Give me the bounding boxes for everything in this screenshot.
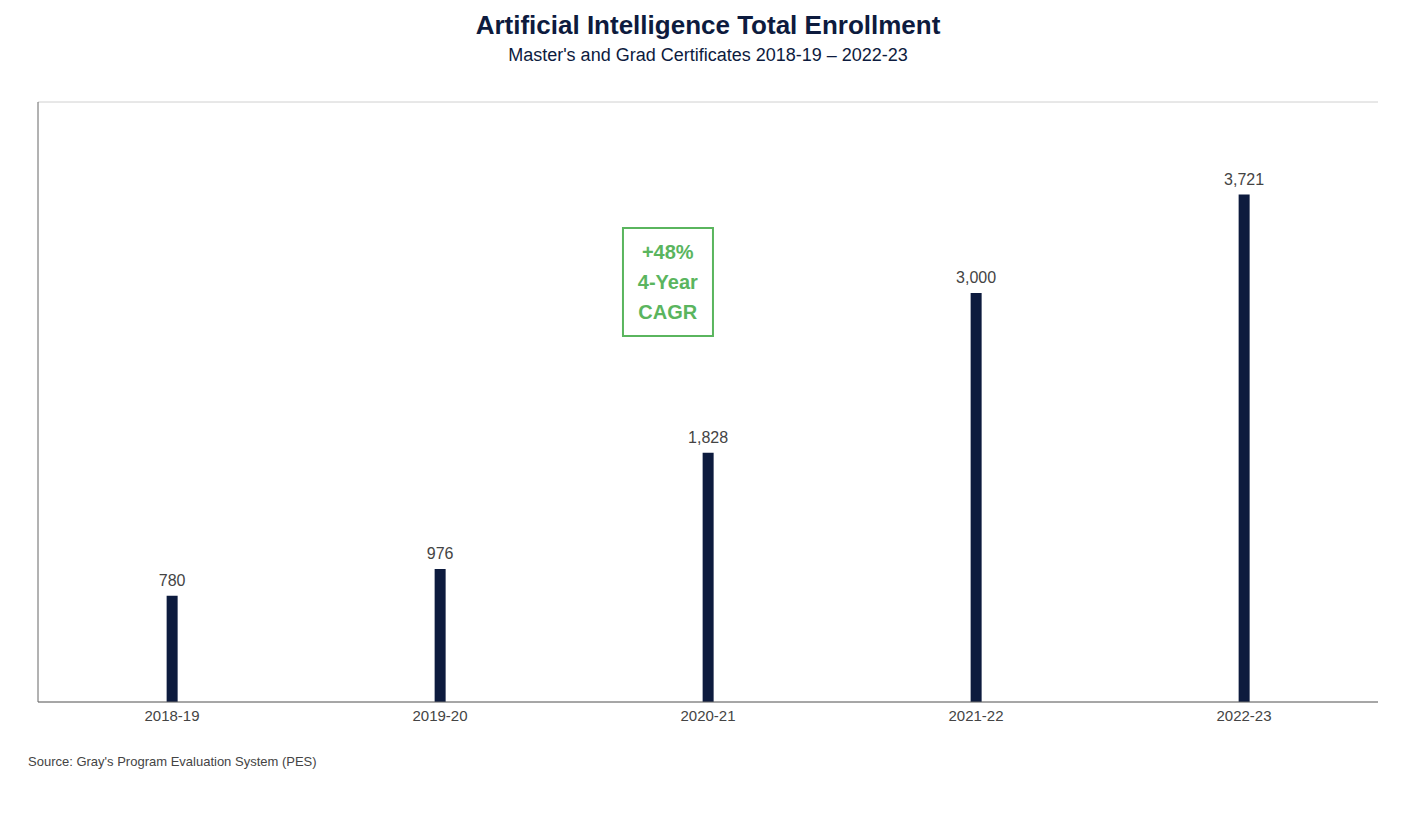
svg-text:780: 780 xyxy=(159,572,186,589)
svg-text:3,000: 3,000 xyxy=(956,269,996,286)
html-text:+48% 4-Year CAGR: +48% 4-Year CAGR xyxy=(637,241,698,323)
svg-text:976: 976 xyxy=(427,545,454,562)
html-text:Artificial Intelligence Total: Artificial Intelligence Total Enrollment xyxy=(475,10,941,40)
svg-text:2022-23: 2022-23 xyxy=(1216,707,1271,724)
svg-text:1,828: 1,828 xyxy=(688,429,728,446)
html-text:Master's and Grad Certificates: Master's and Grad Certificates 2018-19 –… xyxy=(508,45,908,65)
html-text:Source: Gray's Program Evaluat: Source: Gray's Program Evaluation System… xyxy=(28,754,317,769)
svg-text:2018-19: 2018-19 xyxy=(144,707,199,724)
svg-text:2019-20: 2019-20 xyxy=(412,707,467,724)
svg-text:2020-21: 2020-21 xyxy=(680,707,735,724)
svg-text:3,721: 3,721 xyxy=(1224,171,1264,188)
svg-text:2021-22: 2021-22 xyxy=(948,707,1003,724)
